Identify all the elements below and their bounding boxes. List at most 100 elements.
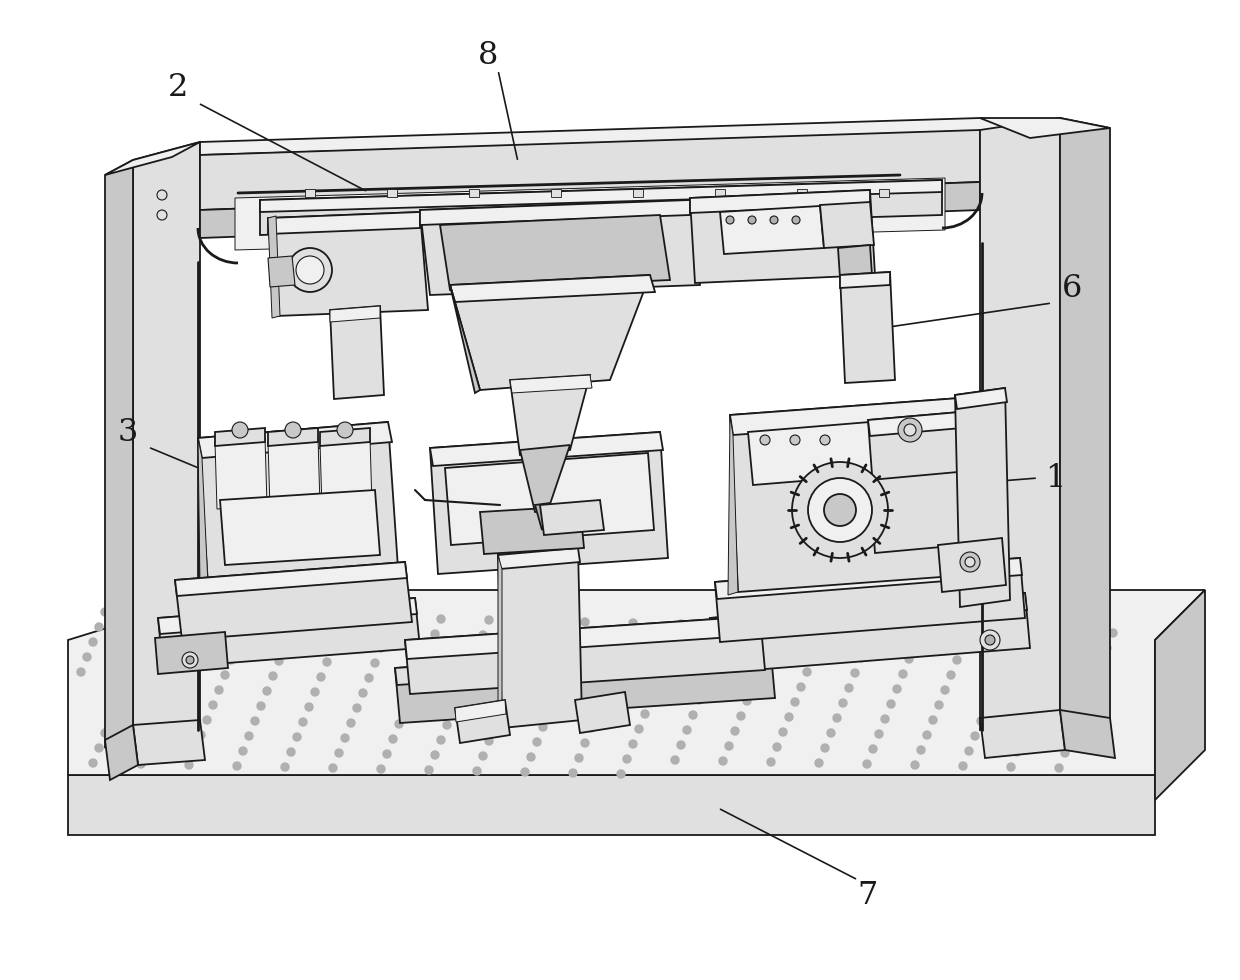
Circle shape: [479, 631, 487, 639]
Circle shape: [719, 636, 727, 644]
Polygon shape: [868, 412, 965, 488]
Circle shape: [898, 418, 923, 442]
Circle shape: [959, 641, 967, 649]
Polygon shape: [498, 555, 502, 730]
Circle shape: [827, 729, 835, 737]
Circle shape: [100, 729, 109, 737]
Polygon shape: [839, 272, 890, 288]
Circle shape: [719, 757, 727, 765]
Polygon shape: [268, 438, 320, 509]
Polygon shape: [215, 428, 265, 446]
Circle shape: [701, 681, 709, 689]
Polygon shape: [728, 415, 738, 595]
Text: 7: 7: [858, 879, 878, 910]
Polygon shape: [450, 275, 650, 390]
Circle shape: [125, 669, 133, 677]
Circle shape: [935, 701, 942, 709]
Polygon shape: [1060, 710, 1115, 758]
Circle shape: [407, 690, 415, 698]
Circle shape: [683, 726, 691, 734]
Polygon shape: [320, 438, 372, 509]
Polygon shape: [430, 432, 668, 574]
Circle shape: [182, 652, 198, 668]
Circle shape: [174, 670, 181, 678]
Circle shape: [443, 721, 451, 729]
Circle shape: [335, 628, 343, 636]
Circle shape: [804, 668, 811, 676]
Circle shape: [839, 699, 847, 707]
Polygon shape: [870, 472, 963, 553]
Circle shape: [203, 716, 211, 724]
Circle shape: [790, 435, 800, 445]
Circle shape: [432, 630, 439, 638]
Circle shape: [770, 216, 777, 224]
Circle shape: [785, 713, 794, 721]
Polygon shape: [440, 215, 670, 290]
Circle shape: [521, 647, 529, 655]
Circle shape: [347, 719, 355, 727]
Polygon shape: [68, 590, 1205, 775]
Circle shape: [527, 632, 534, 640]
Circle shape: [293, 733, 301, 741]
Polygon shape: [1060, 118, 1110, 745]
Circle shape: [760, 435, 770, 445]
Polygon shape: [838, 245, 872, 278]
Circle shape: [725, 216, 734, 224]
Circle shape: [1085, 689, 1092, 697]
Circle shape: [990, 687, 997, 695]
Polygon shape: [820, 202, 874, 248]
Circle shape: [360, 689, 367, 697]
Circle shape: [743, 697, 751, 705]
Polygon shape: [330, 306, 384, 399]
Circle shape: [281, 642, 289, 650]
Circle shape: [768, 758, 775, 766]
Circle shape: [210, 701, 217, 709]
Circle shape: [815, 638, 823, 646]
Circle shape: [1104, 644, 1111, 652]
Circle shape: [269, 672, 277, 680]
Circle shape: [647, 695, 655, 703]
Circle shape: [215, 686, 223, 694]
Polygon shape: [937, 538, 1006, 592]
Text: 1: 1: [1045, 463, 1065, 494]
Text: 3: 3: [118, 416, 138, 448]
Circle shape: [947, 671, 955, 679]
Circle shape: [582, 739, 589, 747]
Circle shape: [527, 753, 534, 761]
Circle shape: [95, 744, 103, 752]
Polygon shape: [68, 775, 1154, 835]
Circle shape: [977, 717, 985, 725]
Polygon shape: [480, 506, 584, 554]
Circle shape: [136, 639, 145, 647]
Circle shape: [820, 435, 830, 445]
Circle shape: [713, 651, 720, 659]
Polygon shape: [730, 398, 968, 592]
Bar: [469, 189, 479, 197]
Polygon shape: [268, 256, 295, 287]
Circle shape: [401, 705, 409, 713]
Circle shape: [432, 751, 439, 759]
Circle shape: [479, 752, 487, 760]
Circle shape: [618, 770, 625, 778]
Circle shape: [918, 746, 925, 754]
Circle shape: [246, 732, 253, 740]
Polygon shape: [534, 503, 551, 530]
Polygon shape: [498, 548, 582, 728]
Circle shape: [677, 620, 684, 628]
Polygon shape: [510, 375, 590, 455]
Polygon shape: [105, 142, 200, 175]
Circle shape: [143, 745, 151, 753]
Circle shape: [467, 661, 475, 669]
Circle shape: [748, 216, 756, 224]
Circle shape: [167, 685, 175, 693]
Circle shape: [911, 761, 919, 769]
Circle shape: [239, 626, 247, 634]
Circle shape: [113, 699, 122, 707]
Circle shape: [755, 667, 763, 675]
Circle shape: [396, 720, 403, 728]
Bar: [632, 189, 644, 197]
Circle shape: [337, 422, 353, 438]
Circle shape: [965, 557, 975, 567]
Circle shape: [353, 704, 361, 712]
Circle shape: [863, 639, 870, 647]
